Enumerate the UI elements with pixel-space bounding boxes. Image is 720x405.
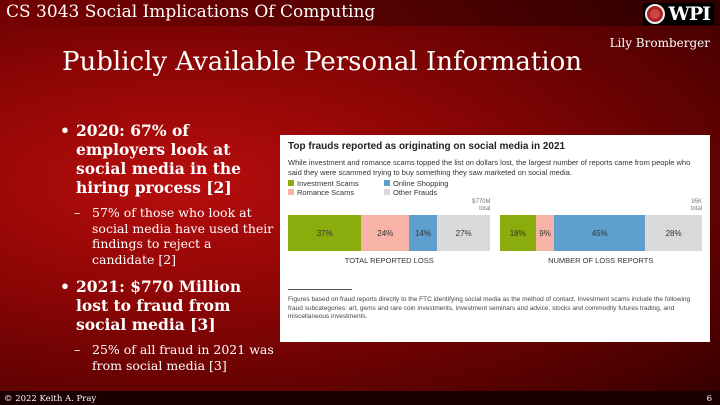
legend-swatch [384, 180, 390, 186]
stacked-bar-chart: $770M total 37% 24% 14% 27% TOTAL REPORTED LOS… [288, 199, 491, 265]
legend-item: Investment Scams [288, 179, 384, 188]
data-label: 27% [455, 228, 472, 238]
chart-label: NUMBER OF LOSS REPORTS [548, 256, 654, 265]
seal-icon [645, 4, 666, 24]
bar-segment: 28% [645, 215, 702, 251]
bar-segment: 37% [288, 215, 362, 251]
data-label: 14% [414, 228, 431, 238]
chart-subtitle: While investment and romance scams toppe… [288, 158, 691, 177]
bar-segment: 27% [436, 215, 491, 251]
legend-item: Online Shopping [384, 179, 504, 188]
divider [288, 289, 352, 290]
sub-bullet: 57% of those who look at social media ha… [74, 205, 275, 267]
wpi-logo: WPI [643, 3, 714, 25]
slide-title: Publicly Available Personal Information [62, 47, 582, 77]
bullet-list: 2020: 67% of employers look at social me… [60, 121, 275, 383]
legend-swatch [288, 180, 294, 186]
bar-segment: 9% [535, 215, 555, 251]
stacked-bar-chart: 95K total 18% 9% 45% 28% NUMBER OF LOSS REPORT… [499, 199, 702, 265]
legend-swatch [288, 189, 294, 195]
legend-label: Investment Scams [297, 179, 359, 188]
legend-label: Romance Scams [297, 188, 355, 197]
chart-title: Top frauds reported as originating on so… [288, 141, 566, 152]
chart-label: TOTAL REPORTED LOSS [344, 256, 434, 265]
data-label: 28% [665, 228, 682, 238]
data-label: 45% [591, 228, 608, 238]
bar-segment: 18% [499, 215, 536, 251]
total-label: $770M total [472, 199, 491, 212]
bar-segment: 14% [409, 215, 437, 251]
bullet: 2020: 67% of employers look at social me… [60, 121, 275, 197]
total-label: 95K total [690, 199, 702, 212]
author-name: Lily Bromberger [609, 36, 710, 50]
footer-bar [0, 391, 720, 405]
fraud-chart: Top frauds reported as originating on so… [280, 135, 710, 342]
bullet: 2021: $770 Million lost to fraud from so… [60, 277, 275, 334]
legend-label: Online Shopping [393, 179, 449, 188]
data-label: 9% [539, 228, 551, 238]
header-bar [0, 0, 720, 26]
legend-item: Romance Scams [288, 188, 384, 197]
data-label: 37% [316, 228, 333, 238]
course-title: CS 3043 Social Implications Of Computing [6, 2, 376, 22]
bar-segment: 24% [361, 215, 410, 251]
chart-legend: Investment Scams Online Shopping Romance S… [288, 179, 702, 197]
sub-bullet: 25% of all fraud in 2021 was from social… [74, 342, 275, 373]
data-label: 24% [377, 228, 394, 238]
page-number: 6 [706, 394, 712, 404]
chart-note: Figures based on fraud reports directly … [288, 296, 691, 320]
data-label: 18% [509, 228, 526, 238]
bar-segment: 45% [554, 215, 646, 251]
legend-label: Other Frauds [393, 188, 438, 197]
legend-swatch [384, 189, 390, 195]
copyright: © 2022 Keith A. Pray [4, 394, 97, 404]
legend-item: Other Frauds [384, 188, 504, 197]
